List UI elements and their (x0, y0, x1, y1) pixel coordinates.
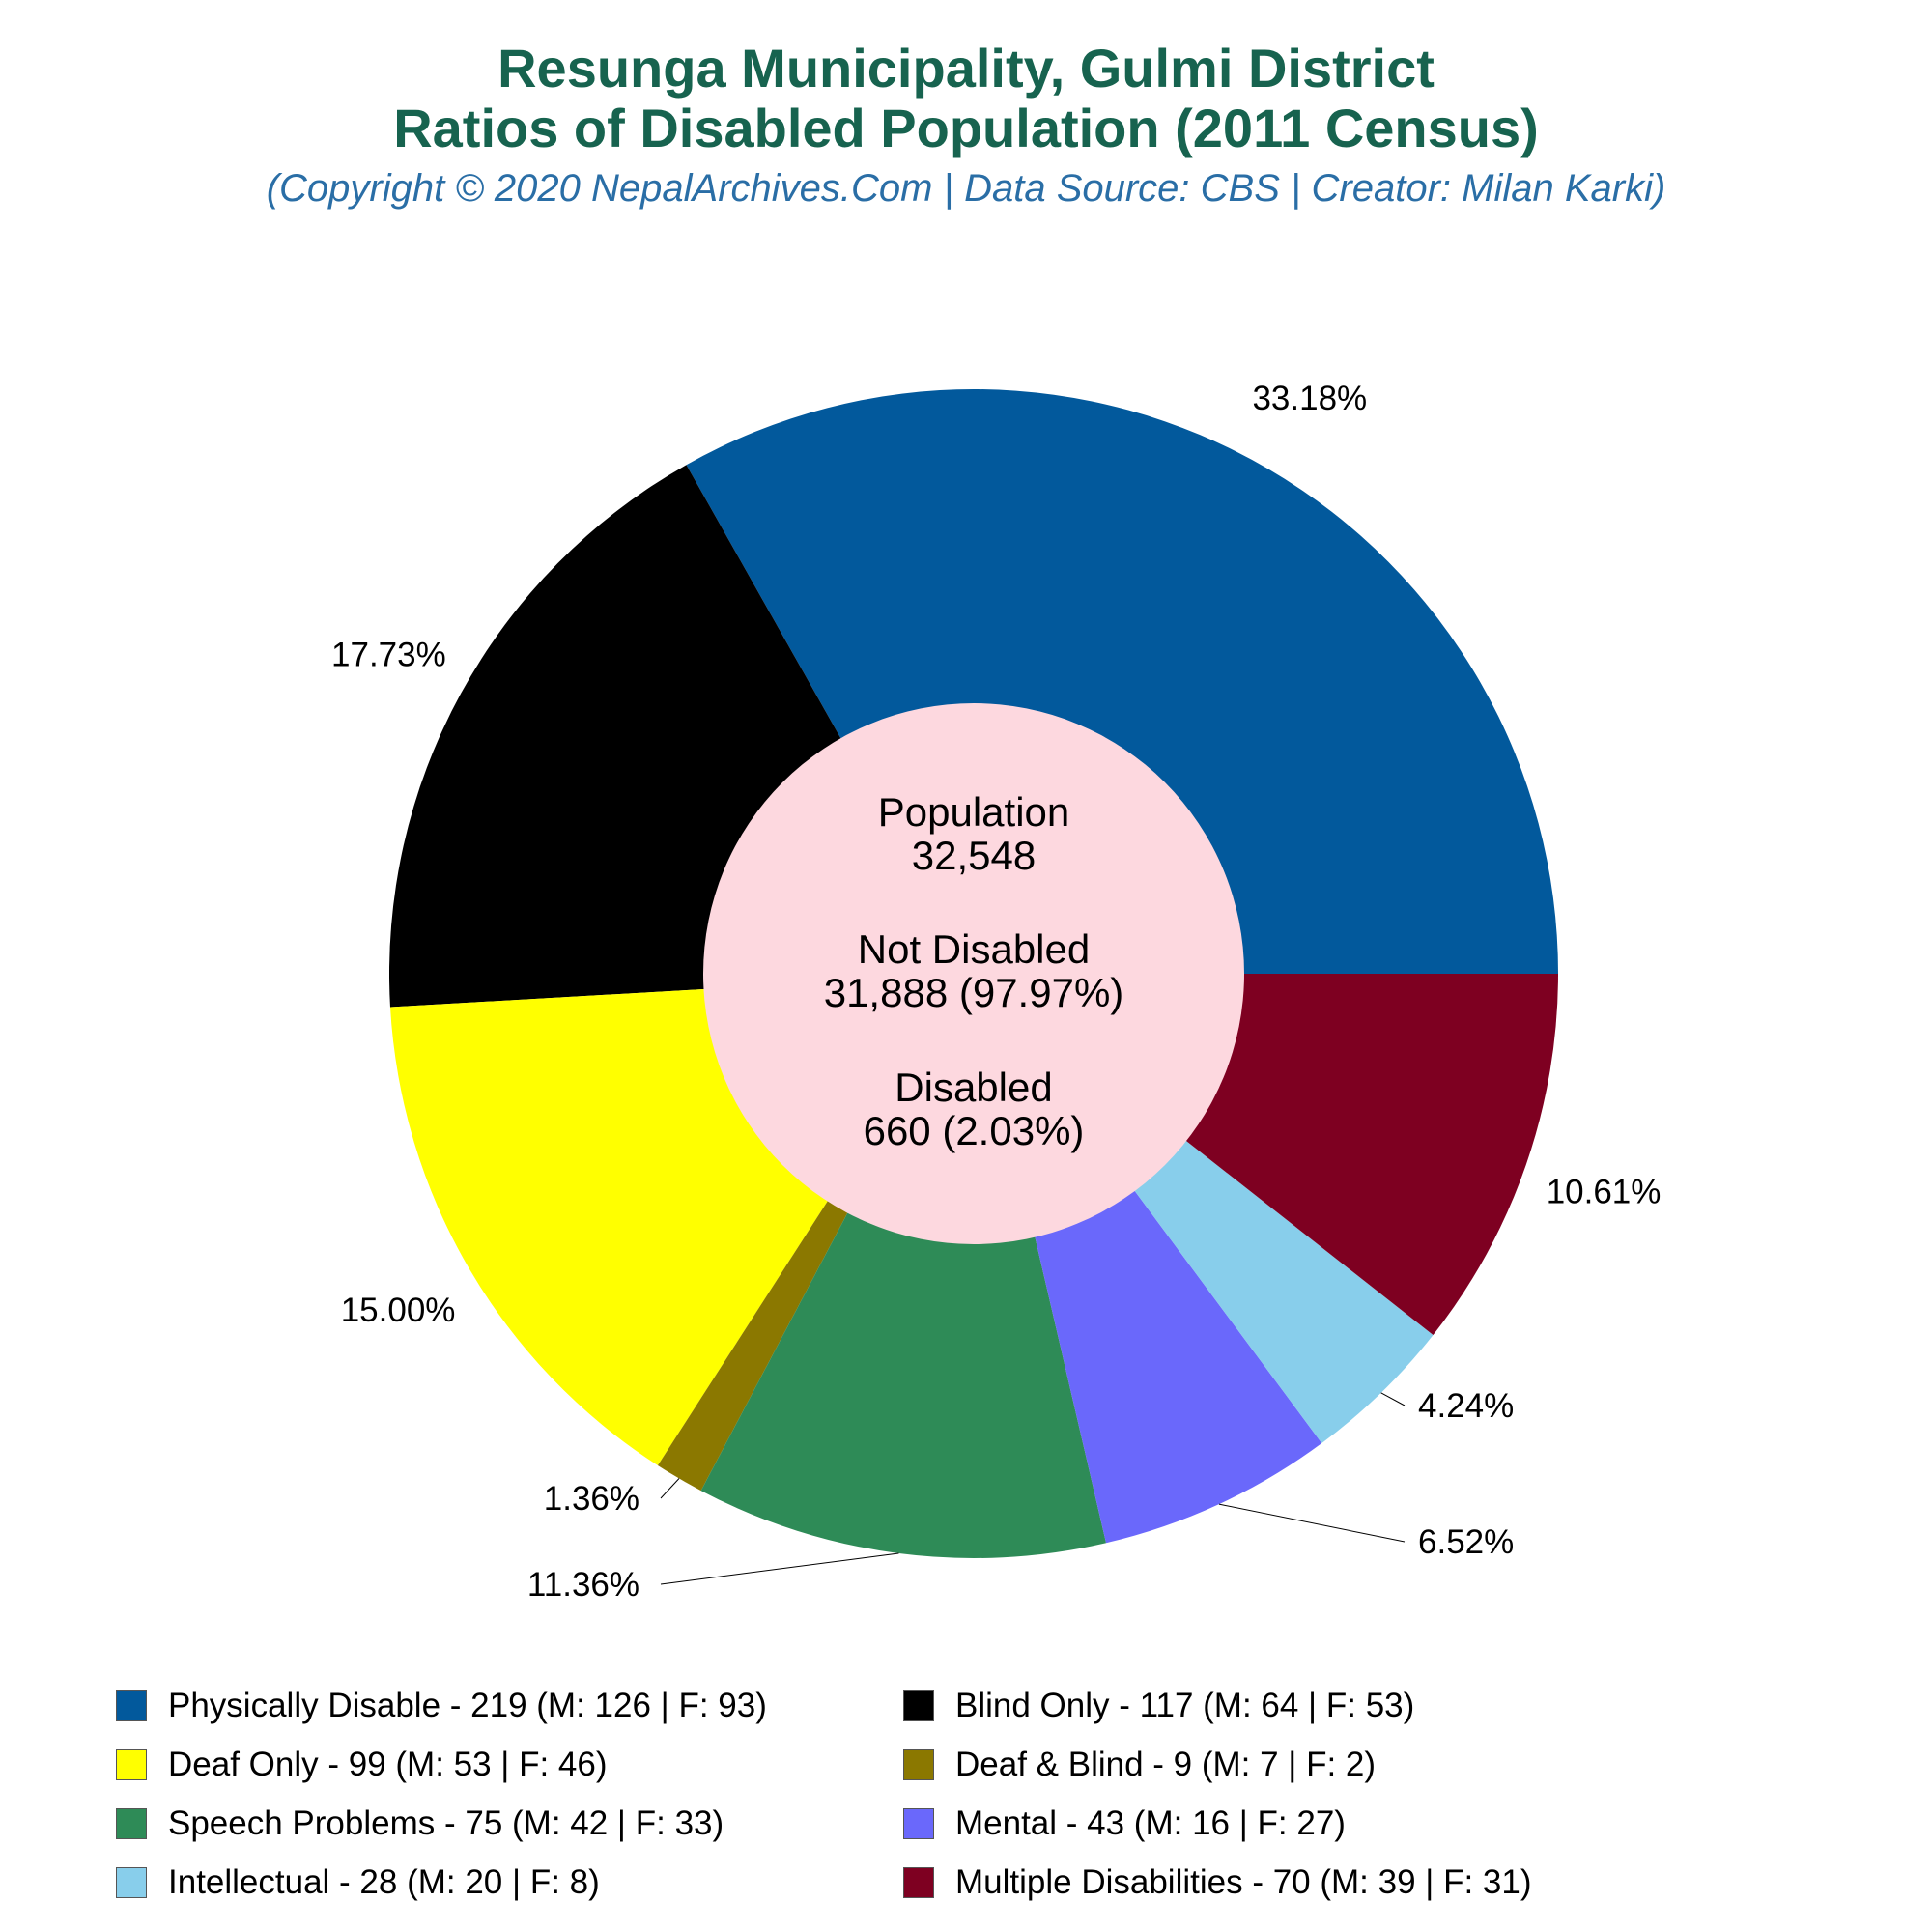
percent-label-7: 10.61% (1547, 1174, 1662, 1211)
center-summary: Population 32,548 Not Disabled 31,888 (9… (824, 789, 1124, 1153)
legend-item-6: Intellectual - 28 (M: 20 | F: 8) (116, 1853, 903, 1912)
legend-item-4: Speech Problems - 75 (M: 42 | F: 33) (116, 1794, 903, 1853)
legend-swatch (116, 1748, 147, 1780)
legend-swatch (116, 1866, 147, 1898)
legend-swatch (903, 1866, 934, 1898)
center-population-label: Population (878, 789, 1070, 835)
leader-line-3 (660, 1478, 680, 1499)
legend-row: Deaf Only - 99 (M: 53 | F: 46) Deaf & Bli… (116, 1735, 1855, 1794)
percent-label-5: 6.52% (1418, 1523, 1514, 1561)
legend-swatch (903, 1807, 934, 1839)
chart-legend: Physically Disable - 219 (M: 126 | F: 93… (116, 1676, 1855, 1912)
legend-label: Blind Only - 117 (M: 64 | F: 53) (955, 1686, 1415, 1724)
legend-row: Physically Disable - 219 (M: 126 | F: 93… (116, 1676, 1855, 1735)
percent-label-0: 33.18% (1252, 380, 1367, 417)
percent-label-2: 15.00% (341, 1292, 456, 1329)
legend-label: Deaf & Blind - 9 (M: 7 | F: 2) (955, 1745, 1377, 1783)
leader-line-5 (1218, 1503, 1406, 1543)
chart-title-block: Resunga Municipality, Gulmi District Rat… (0, 39, 1932, 214)
center-disabled-value: 660 (2.03%) (864, 1108, 1085, 1153)
legend-swatch (116, 1807, 147, 1839)
legend-item-1: Blind Only - 117 (M: 64 | F: 53) (903, 1676, 1414, 1735)
percent-label-3: 1.36% (544, 1480, 639, 1518)
legend-item-7: Multiple Disabilities - 70 (M: 39 | F: 3… (903, 1853, 1532, 1912)
legend-swatch (903, 1690, 934, 1721)
legend-label: Deaf Only - 99 (M: 53 | F: 46) (168, 1745, 608, 1783)
center-disabled-label: Disabled (895, 1065, 1052, 1110)
percent-label-6: 4.24% (1418, 1387, 1514, 1425)
legend-row: Intellectual - 28 (M: 20 | F: 8) Multiple… (116, 1853, 1855, 1912)
center-not-disabled-value: 31,888 (97.97%) (824, 970, 1124, 1015)
percent-label-1: 17.73% (331, 636, 446, 673)
legend-item-2: Deaf Only - 99 (M: 53 | F: 46) (116, 1735, 903, 1794)
legend-label: Intellectual - 28 (M: 20 | F: 8) (168, 1862, 600, 1901)
legend-label: Multiple Disabilities - 70 (M: 39 | F: 3… (955, 1862, 1532, 1901)
center-not-disabled-label: Not Disabled (858, 926, 1090, 972)
legend-label: Physically Disable - 219 (M: 126 | F: 93… (168, 1686, 767, 1724)
percent-labels: 33.18% 17.73% 15.00% 1.36% 11.36% 6.52% 4.24% 1… (331, 380, 1661, 1604)
chart-title-line-2: Ratios of Disabled Population (2011 Cens… (393, 98, 1539, 158)
legend-item-5: Mental - 43 (M: 16 | F: 27) (903, 1794, 1346, 1853)
legend-label: Speech Problems - 75 (M: 42 | F: 33) (168, 1804, 724, 1842)
label-leader-lines (660, 1392, 1406, 1585)
legend-item-0: Physically Disable - 219 (M: 126 | F: 93… (116, 1676, 903, 1735)
center-hole (703, 703, 1244, 1244)
chart-title-line-1: Resunga Municipality, Gulmi District (497, 38, 1435, 99)
chart-subtitle: (Copyright © 2020 NepalArchives.Com | Da… (266, 167, 1666, 210)
legend-item-3: Deaf & Blind - 9 (M: 7 | F: 2) (903, 1735, 1376, 1794)
center-population-value: 32,548 (912, 833, 1036, 878)
percent-label-4: 11.36% (527, 1566, 639, 1604)
leader-line-4 (660, 1552, 899, 1585)
legend-label: Mental - 43 (M: 16 | F: 27) (955, 1804, 1346, 1842)
legend-row: Speech Problems - 75 (M: 42 | F: 33) Ment… (116, 1794, 1855, 1853)
legend-swatch (116, 1690, 147, 1721)
legend-swatch (903, 1748, 934, 1780)
leader-line-6 (1380, 1392, 1406, 1406)
